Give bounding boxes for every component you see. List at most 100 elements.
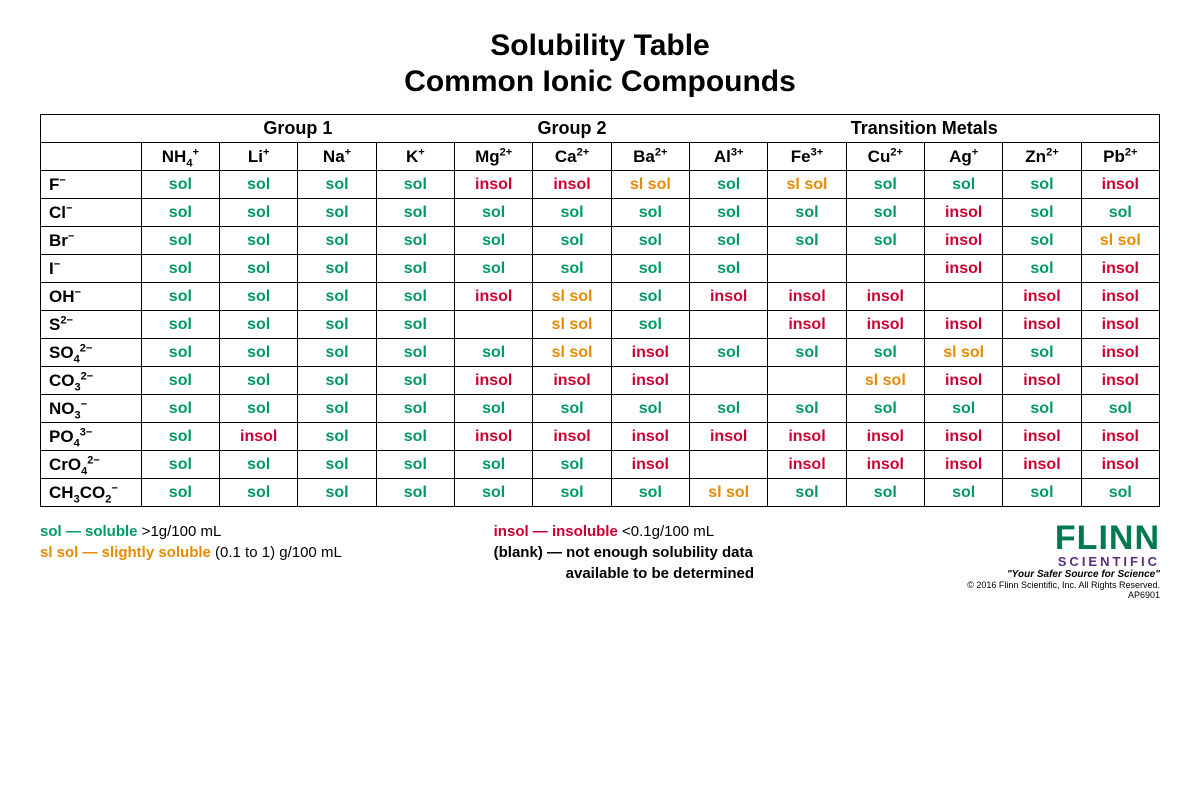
- solubility-cell: sol: [846, 199, 924, 227]
- group-header: Group 1: [141, 115, 454, 143]
- solubility-cell: insol: [611, 451, 689, 479]
- solubility-cell: sol: [298, 283, 376, 311]
- cation-header: K+: [376, 143, 454, 171]
- cation-header: Ag+: [924, 143, 1002, 171]
- cation-header: Mg2+: [455, 143, 533, 171]
- solubility-cell: sol: [376, 171, 454, 199]
- solubility-cell: sol: [455, 227, 533, 255]
- corner-cell-2: [41, 143, 142, 171]
- solubility-cell: sol: [376, 255, 454, 283]
- solubility-cell: sol: [376, 339, 454, 367]
- solubility-cell: sol: [846, 339, 924, 367]
- group-header: Group 2: [455, 115, 690, 143]
- table-row: PO43−solinsolsolsolinsolinsolinsolinsoli…: [41, 423, 1160, 451]
- solubility-cell: [690, 311, 768, 339]
- legend-sol-desc: >1g/100 mL: [138, 523, 222, 540]
- solubility-cell: insol: [846, 451, 924, 479]
- solubility-cell: sl sol: [611, 171, 689, 199]
- solubility-cell: sol: [533, 255, 611, 283]
- solubility-cell: sol: [846, 395, 924, 423]
- solubility-cell: sol: [141, 311, 219, 339]
- anion-label: CrO42−: [41, 451, 142, 479]
- legend-col-mid: insol — insoluble <0.1g/100 mL (blank) —…: [494, 523, 948, 586]
- anion-label: SO42−: [41, 339, 142, 367]
- solubility-cell: sol: [220, 283, 298, 311]
- solubility-cell: insol: [768, 423, 846, 451]
- solubility-cell: insol: [1081, 311, 1159, 339]
- cation-header-row: NH4+Li+Na+K+Mg2+Ca2+Ba2+Al3+Fe3+Cu2+Ag+Z…: [41, 143, 1160, 171]
- cation-header: Zn2+: [1003, 143, 1081, 171]
- solubility-cell: sol: [533, 479, 611, 507]
- solubility-cell: insol: [611, 367, 689, 395]
- solubility-cell: sol: [1081, 199, 1159, 227]
- solubility-cell: insol: [533, 367, 611, 395]
- solubility-cell: sol: [611, 311, 689, 339]
- solubility-cell: sol: [298, 367, 376, 395]
- title-line-1: Solubility Table: [40, 28, 1160, 64]
- solubility-cell: sol: [220, 199, 298, 227]
- brand-name: FLINN: [967, 523, 1160, 554]
- anion-label: NO3−: [41, 395, 142, 423]
- solubility-cell: sol: [376, 479, 454, 507]
- solubility-cell: sol: [455, 451, 533, 479]
- solubility-cell: sol: [611, 255, 689, 283]
- solubility-cell: sl sol: [1081, 227, 1159, 255]
- anion-label: PO43−: [41, 423, 142, 451]
- solubility-cell: sl sol: [533, 339, 611, 367]
- anion-label: CO32−: [41, 367, 142, 395]
- solubility-cell: sol: [690, 255, 768, 283]
- solubility-cell: insol: [455, 423, 533, 451]
- solubility-cell: insol: [924, 367, 1002, 395]
- solubility-cell: sol: [298, 199, 376, 227]
- solubility-cell: [768, 255, 846, 283]
- solubility-cell: insol: [1003, 451, 1081, 479]
- solubility-cell: sol: [298, 255, 376, 283]
- solubility-cell: insol: [455, 283, 533, 311]
- anion-label: Cl−: [41, 199, 142, 227]
- legend-col-left: sol — soluble >1g/100 mL sl sol — slight…: [40, 523, 494, 565]
- cation-header: Fe3+: [768, 143, 846, 171]
- cation-header: Li+: [220, 143, 298, 171]
- table-row: OH−solsolsolsolinsolsl solsolinsolinsoli…: [41, 283, 1160, 311]
- solubility-cell: sol: [298, 311, 376, 339]
- solubility-cell: sol: [1003, 199, 1081, 227]
- anion-label: F−: [41, 171, 142, 199]
- solubility-cell: insol: [768, 451, 846, 479]
- solubility-cell: [690, 451, 768, 479]
- solubility-cell: sol: [1081, 395, 1159, 423]
- solubility-cell: sol: [1003, 171, 1081, 199]
- solubility-cell: sol: [455, 255, 533, 283]
- solubility-cell: sol: [141, 171, 219, 199]
- legend-blank-label: (blank) — not enough solubility data: [494, 544, 753, 561]
- table-row: S2−solsolsolsolsl solsolinsolinsolinsoli…: [41, 311, 1160, 339]
- solubility-cell: sol: [220, 479, 298, 507]
- cation-header: Ba2+: [611, 143, 689, 171]
- solubility-cell: sol: [141, 423, 219, 451]
- solubility-cell: insol: [1003, 311, 1081, 339]
- solubility-cell: sol: [376, 311, 454, 339]
- solubility-cell: sol: [141, 339, 219, 367]
- solubility-cell: sl sol: [924, 339, 1002, 367]
- brand-tag: "Your Safer Source for Science": [967, 569, 1160, 580]
- solubility-cell: sol: [690, 171, 768, 199]
- solubility-cell: insol: [924, 311, 1002, 339]
- cation-header: Al3+: [690, 143, 768, 171]
- solubility-cell: [690, 367, 768, 395]
- solubility-cell: sol: [141, 451, 219, 479]
- solubility-cell: sol: [611, 199, 689, 227]
- group-header: Transition Metals: [690, 115, 1160, 143]
- solubility-cell: sol: [298, 227, 376, 255]
- group-header-row: Group 1Group 2Transition Metals: [41, 115, 1160, 143]
- solubility-cell: sol: [1003, 479, 1081, 507]
- anion-label: S2−: [41, 311, 142, 339]
- solubility-cell: sol: [141, 395, 219, 423]
- solubility-cell: sol: [924, 479, 1002, 507]
- solubility-cell: sol: [298, 423, 376, 451]
- solubility-cell: sol: [298, 339, 376, 367]
- solubility-cell: sol: [768, 339, 846, 367]
- solubility-cell: sol: [1081, 479, 1159, 507]
- solubility-cell: insol: [611, 339, 689, 367]
- solubility-cell: insol: [846, 423, 924, 451]
- solubility-cell: insol: [846, 311, 924, 339]
- solubility-cell: sol: [1003, 255, 1081, 283]
